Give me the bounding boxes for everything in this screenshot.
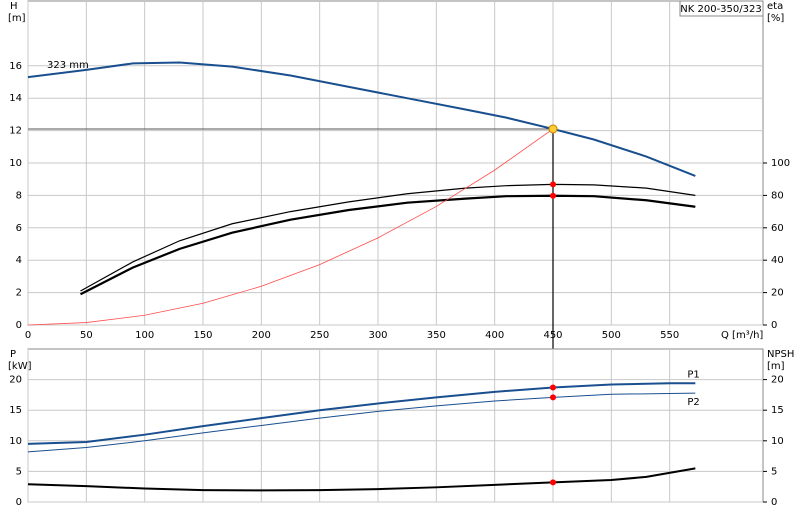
y-tick-label: 0 — [16, 497, 22, 508]
x-tick-label: 550 — [660, 330, 679, 341]
x-tick-label: 300 — [368, 330, 387, 341]
y2-tick-label: 10 — [771, 436, 784, 447]
x-tick-label: 100 — [135, 330, 154, 341]
y-tick-label: 6 — [16, 223, 22, 234]
series-line — [27, 61, 696, 177]
x-tick-label: 200 — [252, 330, 271, 341]
y2-tick-label: 5 — [771, 466, 777, 477]
x-tick-label: 350 — [427, 330, 446, 341]
y-tick-label: 10 — [9, 436, 22, 447]
y-tick-label: 4 — [16, 255, 22, 266]
legend-label: P2 — [687, 397, 699, 408]
y-axis-unit: [kW] — [8, 361, 32, 372]
x-tick-label: 150 — [193, 330, 212, 341]
x-tick-label: 500 — [602, 330, 621, 341]
series-line — [27, 128, 554, 326]
marker — [550, 384, 556, 391]
y2-axis-unit: [m] — [767, 361, 785, 372]
y2-axis-label: eta — [767, 1, 783, 12]
y-tick-label: 16 — [9, 61, 22, 72]
y2-tick-label: 80 — [771, 190, 784, 201]
marker — [550, 479, 556, 486]
x-tick-label: 250 — [310, 330, 329, 341]
y-axis-label: P — [10, 349, 16, 360]
y2-tick-label: 15 — [771, 405, 784, 416]
series-line — [27, 382, 696, 445]
y2-tick-label: 100 — [771, 158, 790, 169]
y2-tick-label: 0 — [771, 320, 777, 331]
y-tick-label: 5 — [16, 466, 22, 477]
y-tick-label: 0 — [16, 320, 22, 331]
y-tick-label: 10 — [9, 158, 22, 169]
y-tick-label: 20 — [9, 375, 22, 386]
series-line — [27, 392, 696, 453]
y2-tick-label: 20 — [771, 375, 784, 386]
marker — [548, 124, 558, 134]
series-line — [27, 467, 696, 492]
y2-tick-label: 60 — [771, 223, 784, 234]
marker — [550, 394, 556, 401]
y2-axis-unit: [%] — [767, 13, 784, 24]
y2-tick-label: 40 — [771, 255, 784, 266]
y2-axis-label: NPSH — [767, 349, 794, 360]
y-tick-label: 15 — [9, 405, 22, 416]
series-line — [80, 194, 696, 296]
x-axis-label: Q [m³/h] — [721, 330, 763, 341]
series-line — [80, 183, 696, 292]
y-tick-label: 14 — [9, 93, 22, 104]
x-tick-label: 400 — [485, 330, 504, 341]
chart-title: NK 200-350/323 — [680, 4, 761, 15]
x-tick-label: 50 — [80, 330, 93, 341]
y-axis-label: H — [10, 1, 18, 12]
marker — [550, 181, 556, 188]
marker — [550, 192, 556, 199]
y-axis-unit: [m] — [8, 13, 26, 24]
title-box — [679, 0, 764, 17]
y2-tick-label: 0 — [771, 497, 777, 508]
y-tick-label: 2 — [16, 288, 22, 299]
x-tick-label: 0 — [25, 330, 31, 341]
y-tick-label: 8 — [16, 190, 22, 201]
legend-label: P1 — [687, 369, 699, 380]
plot-frame — [27, 348, 764, 503]
y-tick-label: 12 — [9, 126, 22, 137]
curve-label: 323 mm — [47, 60, 89, 71]
y2-tick-label: 20 — [771, 288, 784, 299]
